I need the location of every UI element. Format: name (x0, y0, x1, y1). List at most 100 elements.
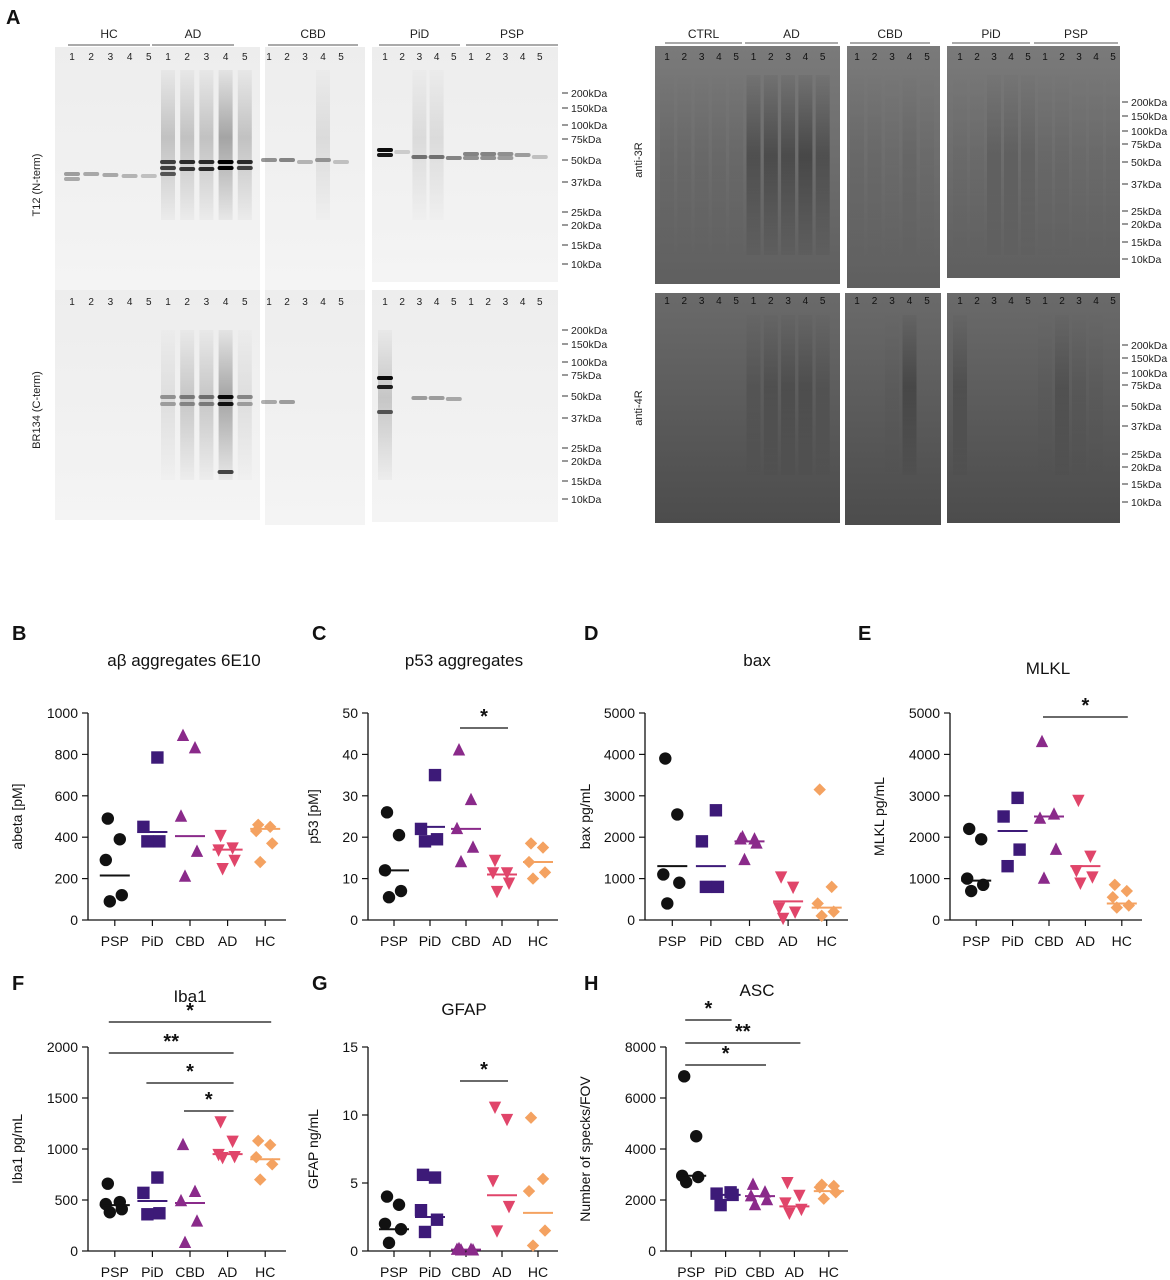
data-point (430, 1213, 444, 1226)
data-point (815, 909, 828, 923)
lane-number: 4 (127, 52, 133, 63)
blot-smear (885, 75, 899, 255)
lane-number: 2 (284, 52, 290, 63)
chart-title: aβ aggregates 6E10 (107, 651, 260, 670)
data-point (428, 1171, 442, 1184)
lane-number: 1 (266, 52, 272, 63)
blot-band (279, 158, 295, 162)
y-tick-label: 4000 (625, 1141, 656, 1157)
lane-number: 5 (820, 296, 826, 307)
blot-smear (1089, 75, 1103, 255)
panel-letter: G (312, 973, 328, 995)
data-point (176, 728, 190, 741)
blot-smear (1055, 75, 1069, 255)
chart-title: bax (743, 651, 771, 670)
data-point (977, 878, 990, 892)
lane-number: 1 (854, 296, 860, 307)
x-tick-label: CBD (451, 933, 481, 949)
blot-membrane (265, 47, 365, 290)
data-point (137, 1186, 150, 1200)
data-point (1049, 842, 1063, 855)
x-tick-label: CBD (175, 1264, 205, 1280)
blot-band (297, 160, 313, 164)
blot-band (140, 174, 157, 178)
data-point (538, 866, 552, 879)
x-tick-label: PiD (141, 1264, 164, 1280)
data-point (226, 1135, 239, 1149)
data-point (254, 855, 267, 869)
x-tick-label: PSP (101, 933, 129, 949)
mw-marker-label: 20kDa (1131, 462, 1162, 474)
data-point (151, 751, 164, 764)
mw-marker-label: 100kDa (571, 120, 607, 132)
data-point (101, 812, 115, 825)
blot-smear (161, 70, 175, 220)
data-point (190, 844, 204, 857)
data-point (772, 902, 786, 915)
lane-number: 3 (991, 296, 997, 307)
lane-number: 3 (699, 52, 705, 63)
data-point (452, 1241, 466, 1255)
y-tick-label: 8000 (625, 1039, 656, 1055)
lane-number: 4 (803, 296, 809, 307)
x-tick-label: AD (218, 1264, 237, 1280)
lane-number: 2 (1059, 52, 1065, 63)
data-point (141, 835, 154, 848)
y-tick-label: 3000 (604, 788, 635, 804)
lane-number: 5 (924, 296, 930, 307)
blot-smear (218, 70, 233, 220)
panel-letter: F (12, 973, 24, 995)
blot-smear (677, 75, 692, 255)
y-tick-label: 1000 (47, 1141, 78, 1157)
data-point (264, 820, 277, 834)
panel-letter: D (584, 623, 598, 645)
x-tick-label: HC (255, 1264, 275, 1280)
lane-number: 2 (872, 296, 878, 307)
data-point (776, 912, 790, 926)
lane-number: 2 (682, 52, 688, 63)
mw-marker-label: 150kDa (571, 339, 607, 351)
data-point (174, 809, 188, 822)
lane-number: 2 (88, 52, 94, 63)
data-point (690, 1130, 703, 1143)
data-point (714, 1198, 727, 1212)
lane-number: 2 (768, 52, 774, 63)
data-point (452, 743, 466, 756)
panel-letter: C (312, 623, 326, 645)
significance-label: ** (163, 1031, 179, 1053)
lane-number: 3 (889, 296, 895, 307)
lane-number: 4 (434, 52, 440, 63)
y-tick-label: 10 (342, 871, 358, 887)
mw-marker-label: 15kDa (571, 240, 602, 252)
data-point (228, 1150, 241, 1164)
lane-number: 5 (1110, 52, 1116, 63)
chart-title: GFAP (441, 1000, 486, 1019)
mw-marker-label: 75kDa (571, 134, 602, 146)
lane-number: 3 (503, 297, 509, 308)
data-point (963, 822, 976, 836)
blot-smear (885, 315, 899, 475)
mw-marker-label: 75kDa (1131, 380, 1162, 392)
data-point (226, 842, 239, 855)
data-point (178, 869, 192, 882)
blot-group-label: AD (783, 27, 800, 41)
data-point (414, 822, 428, 836)
data-point (538, 1224, 552, 1237)
chart-title: p53 aggregates (405, 651, 523, 670)
mw-marker-label: 37kDa (1131, 421, 1162, 433)
data-point (1013, 843, 1026, 856)
blot-smear (867, 75, 882, 255)
mw-marker-label: 37kDa (571, 413, 602, 425)
blot-smear (1072, 315, 1086, 475)
data-point (536, 841, 550, 854)
blot-smear (378, 330, 392, 480)
x-tick-label: PiD (419, 1264, 442, 1280)
significance-label: * (480, 1059, 488, 1081)
mw-marker-label: 15kDa (1131, 237, 1162, 249)
blot-smear (920, 75, 934, 255)
data-point (788, 906, 802, 919)
data-point (817, 1192, 830, 1205)
lane-number: 1 (751, 296, 757, 307)
